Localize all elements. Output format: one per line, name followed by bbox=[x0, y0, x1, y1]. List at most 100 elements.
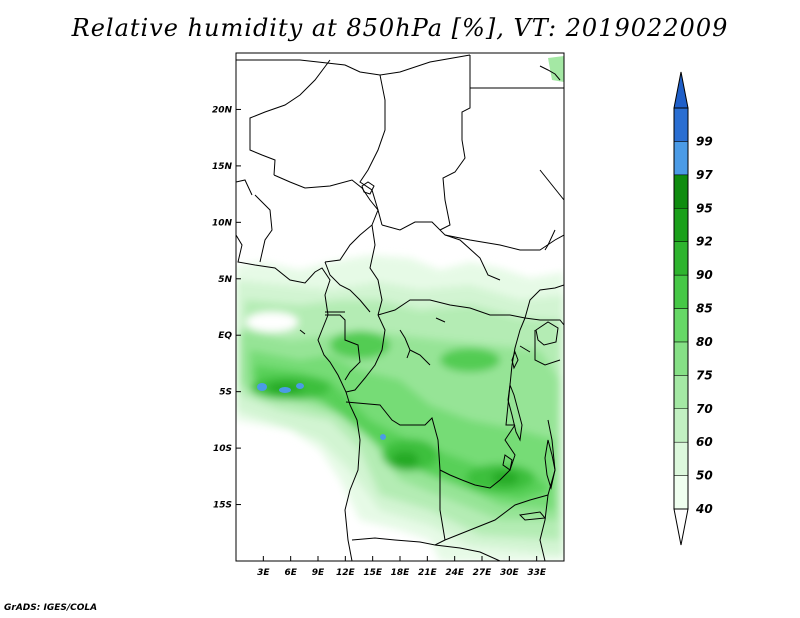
border-ghana-burkina bbox=[236, 179, 253, 196]
lake-victoria bbox=[535, 321, 559, 346]
ethiopia-border bbox=[539, 169, 564, 201]
dry-patch bbox=[246, 312, 298, 332]
lat-tick-label: 10N bbox=[212, 218, 233, 228]
lat-tick-label: 10S bbox=[213, 444, 232, 454]
border-drc-angola bbox=[345, 401, 463, 481]
border-sudan-south-sudan bbox=[444, 234, 564, 251]
colorbar-segment bbox=[673, 174, 689, 209]
colorbar-segment bbox=[673, 341, 689, 376]
rh-97-cell-4 bbox=[380, 434, 386, 440]
lat-tick-label: 20N bbox=[212, 105, 233, 115]
colorbar-segment bbox=[673, 107, 689, 142]
rh-85-core-ne bbox=[440, 348, 500, 372]
rh-85-core-north bbox=[330, 331, 390, 359]
rh-90-core-east bbox=[491, 471, 519, 485]
lake-tanganyika bbox=[507, 383, 523, 442]
lon-tick-label: 3E bbox=[257, 568, 270, 578]
colorbar-label: 75 bbox=[696, 368, 713, 382]
rh-80-area bbox=[255, 365, 550, 500]
red-sea-coast bbox=[539, 65, 561, 81]
border-drc-zambia bbox=[461, 424, 516, 489]
colorbar-label: 40 bbox=[695, 502, 713, 516]
river-segment-5 bbox=[299, 329, 306, 335]
figure-title: Relative humidity at 850hPa [%], VT: 201… bbox=[71, 14, 729, 42]
colorbar-segment bbox=[673, 408, 689, 443]
border-drc-east bbox=[505, 317, 526, 426]
sudan-east bbox=[544, 229, 556, 251]
border-car-cameroon bbox=[369, 224, 383, 316]
lon-tick-label: 21E bbox=[418, 568, 438, 578]
rh-97-cell-3 bbox=[296, 383, 304, 389]
border-botswana bbox=[434, 544, 501, 561]
colorbar-label: 92 bbox=[696, 235, 713, 249]
river-segment-2 bbox=[409, 349, 431, 366]
border-tanzania bbox=[524, 317, 564, 326]
lake-chad bbox=[361, 181, 375, 195]
border-angola-zambia bbox=[439, 470, 446, 541]
colorbar-label: 80 bbox=[696, 335, 713, 349]
border-congo-drc bbox=[345, 314, 386, 393]
lon-tick-label: 24E bbox=[445, 568, 465, 578]
colorbar-label: 99 bbox=[696, 134, 713, 148]
colorbar-label: 70 bbox=[696, 402, 713, 416]
border-cameroon-nigeria bbox=[324, 261, 371, 313]
colorbar-bottom-arrow bbox=[673, 508, 689, 546]
footer-credit: GrADS: IGES/COLA bbox=[4, 603, 98, 613]
lon-tick-label: 30E bbox=[500, 568, 520, 578]
border-benin-togo bbox=[254, 194, 273, 263]
border-car-drc bbox=[377, 299, 526, 319]
colorbar-segment bbox=[673, 241, 689, 276]
border-south-sudan-east bbox=[524, 284, 564, 319]
rh-90-core-central bbox=[391, 451, 419, 469]
colorbar-segment bbox=[673, 441, 689, 476]
colorbar-label: 60 bbox=[696, 435, 713, 449]
lat-tick-label: 5S bbox=[219, 388, 232, 398]
border-angola-namibia bbox=[351, 537, 446, 546]
lat-tick-label: 15S bbox=[213, 501, 232, 511]
colorbar-segment bbox=[673, 141, 689, 176]
colorbar-label: 97 bbox=[696, 168, 713, 182]
lon-tick-label: 6E bbox=[284, 568, 297, 578]
colorbar-label: 90 bbox=[696, 268, 713, 282]
colorbar-label: 85 bbox=[696, 302, 713, 316]
coastline-west-africa bbox=[236, 234, 361, 561]
boundaries bbox=[236, 54, 564, 561]
colorbar-segment bbox=[673, 375, 689, 410]
lake-kivu bbox=[511, 350, 519, 370]
border-malawi-mozambique bbox=[539, 419, 556, 561]
lon-tick-label: 27E bbox=[473, 568, 493, 578]
lat-tick-label: EQ bbox=[218, 331, 232, 341]
colorbar-frame bbox=[673, 107, 689, 510]
colorbar-label: 95 bbox=[696, 201, 713, 215]
rh-97-cell-2 bbox=[279, 387, 291, 393]
border-libya-egypt-sudan bbox=[439, 55, 471, 231]
lake-kariba bbox=[518, 511, 546, 521]
colorbar-top-arrow bbox=[673, 71, 689, 109]
border-uganda-kenya bbox=[534, 330, 561, 366]
latitude-axis: 20N 15N 10N 5N EQ 5S 10S 15S bbox=[212, 105, 241, 511]
river-segment-3 bbox=[435, 317, 446, 323]
border-nigeria bbox=[273, 174, 379, 263]
border-gabon-congo bbox=[325, 314, 361, 381]
border-niger-chad bbox=[359, 74, 386, 226]
colorbar: 40 50 60 70 75 80 85 90 92 95 97 99 bbox=[673, 71, 713, 546]
border-zambia-zimbabwe bbox=[444, 494, 549, 541]
longitude-axis: 3E 6E 9E 12E 15E 18E 21E 24E 27E 30E 33E bbox=[257, 556, 547, 578]
lon-tick-label: 15E bbox=[363, 568, 383, 578]
colorbar-label: 50 bbox=[696, 469, 713, 483]
colorbar-segment bbox=[673, 208, 689, 242]
lon-tick-label: 12E bbox=[336, 568, 356, 578]
lake-malawi bbox=[544, 439, 556, 490]
river-segment-4 bbox=[519, 345, 531, 353]
lon-tick-label: 9E bbox=[312, 568, 325, 578]
rh-northeast-speck bbox=[548, 56, 564, 82]
colorbar-segment bbox=[673, 308, 689, 343]
border-north-niger bbox=[236, 54, 471, 76]
lake-mweru bbox=[502, 454, 513, 471]
river-segment-1 bbox=[399, 329, 411, 359]
lat-tick-label: 5N bbox=[218, 275, 232, 285]
humidity-field bbox=[236, 56, 564, 561]
lon-tick-label: 33E bbox=[527, 568, 547, 578]
